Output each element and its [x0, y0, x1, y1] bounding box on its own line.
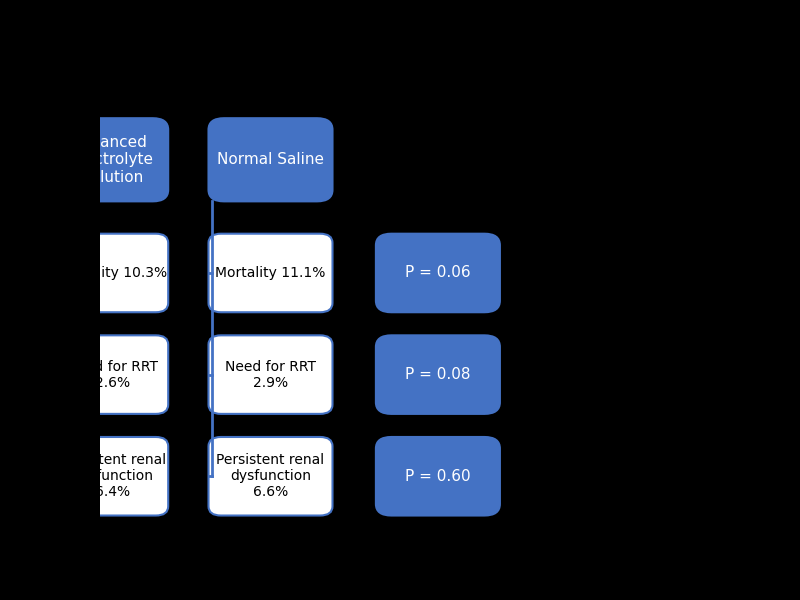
Text: P = 0.60: P = 0.60	[405, 469, 470, 484]
Text: Mortality 11.1%: Mortality 11.1%	[215, 266, 326, 280]
Text: P = 0.06: P = 0.06	[405, 265, 470, 280]
FancyBboxPatch shape	[376, 233, 500, 312]
Text: Normal Saline: Normal Saline	[217, 152, 324, 167]
Text: Need for RRT
2.6%: Need for RRT 2.6%	[67, 359, 158, 390]
FancyBboxPatch shape	[376, 437, 500, 515]
FancyBboxPatch shape	[209, 437, 333, 515]
FancyBboxPatch shape	[209, 233, 333, 312]
FancyBboxPatch shape	[209, 335, 333, 414]
FancyBboxPatch shape	[57, 335, 168, 414]
Text: Persistent renal
dysfunction
6.6%: Persistent renal dysfunction 6.6%	[217, 453, 325, 499]
FancyBboxPatch shape	[57, 233, 168, 312]
FancyBboxPatch shape	[209, 118, 333, 202]
Text: Mortality 10.3%: Mortality 10.3%	[58, 266, 167, 280]
FancyBboxPatch shape	[57, 118, 168, 202]
Text: Balanced
Electrolyte
Solution: Balanced Electrolyte Solution	[71, 135, 154, 185]
FancyBboxPatch shape	[57, 437, 168, 515]
FancyBboxPatch shape	[376, 335, 500, 414]
Text: P = 0.08: P = 0.08	[405, 367, 470, 382]
Text: Need for RRT
2.9%: Need for RRT 2.9%	[225, 359, 316, 390]
Text: Persistent renal
dysfunction
6.4%: Persistent renal dysfunction 6.4%	[58, 453, 166, 499]
